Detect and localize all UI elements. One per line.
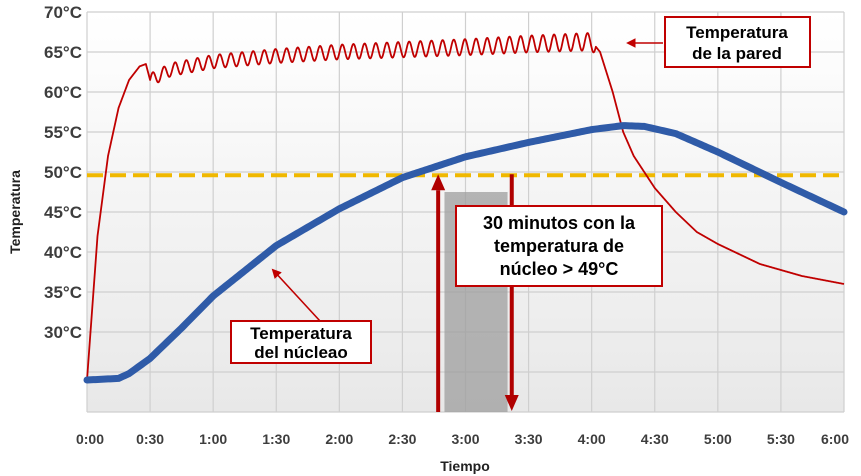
x-tick-label: 3:30 (515, 431, 543, 447)
x-tick-label: 1:00 (199, 431, 227, 447)
x-tick-label: 0:30 (136, 431, 164, 447)
minutes-annotation-line-1: 30 minutos con la (483, 213, 636, 233)
y-tick-label: 70°C (44, 3, 82, 22)
y-tick-label: 55°C (44, 123, 82, 142)
nucleo-annotation-line-1: Temperatura (250, 324, 352, 343)
pared-annotation-line-1: Temperatura (686, 23, 788, 42)
minutes-annotation-line-2: temperatura de (494, 236, 624, 256)
pared-annotation: Temperatura de la pared (626, 16, 811, 68)
x-tick-label: 2:00 (325, 431, 353, 447)
series-line-pared (86, 32, 845, 381)
y-tick-labels: 30°C 35°C 40°C 45°C 50°C 55°C 60°C 65°C 70°C (44, 3, 82, 342)
x-tick-label: 4:00 (578, 431, 606, 447)
pared-annotation-box (664, 16, 811, 68)
y-tick-label: 45°C (44, 203, 82, 222)
y-axis-title: Temperatura (7, 170, 23, 254)
series-layer (83, 32, 848, 384)
x-tick-label: 4:30 (641, 431, 669, 447)
x-tick-label: 6:00 (821, 431, 849, 447)
x-tick-label: 1:30 (262, 431, 290, 447)
y-tick-label: 50°C (44, 163, 82, 182)
y-tick-label: 35°C (44, 283, 82, 302)
nucleo-annotation-box (230, 320, 372, 364)
minutes-annotation: 30 minutos con la temperatura de núcleo … (455, 205, 663, 287)
y-tick-label: 65°C (44, 43, 82, 62)
minutes-annotation-line-3: núcleo > 49°C (500, 259, 619, 279)
x-tick-label: 5:00 (704, 431, 732, 447)
y-tick-label: 30°C (44, 323, 82, 342)
interval-start-arrow-head (431, 174, 446, 191)
x-tick-label: 2:30 (388, 431, 416, 447)
x-tick-label: 3:00 (451, 431, 479, 447)
series-line-nucleo (83, 122, 848, 384)
pared-annotation-line-2: de la pared (692, 44, 782, 63)
y-tick-label: 60°C (44, 83, 82, 102)
interval-end-arrow-head (504, 395, 519, 411)
x-tick-label: 5:30 (767, 431, 795, 447)
minutes-annotation-box (455, 205, 663, 287)
y-tick-label: 40°C (44, 243, 82, 262)
nucleo-annotation-arrow (271, 268, 321, 322)
x-tick-label: 0:00 (76, 431, 104, 447)
x-tick-labels: 0:00 0:30 1:00 1:30 2:00 2:30 3:00 3:30 4:00 4:30… (76, 431, 849, 447)
nucleo-annotation-line-2: del núcleao (254, 343, 348, 362)
nucleo-annotation: Temperatura del núcleao (230, 268, 372, 364)
x-axis-title: Tiempo (440, 458, 490, 474)
